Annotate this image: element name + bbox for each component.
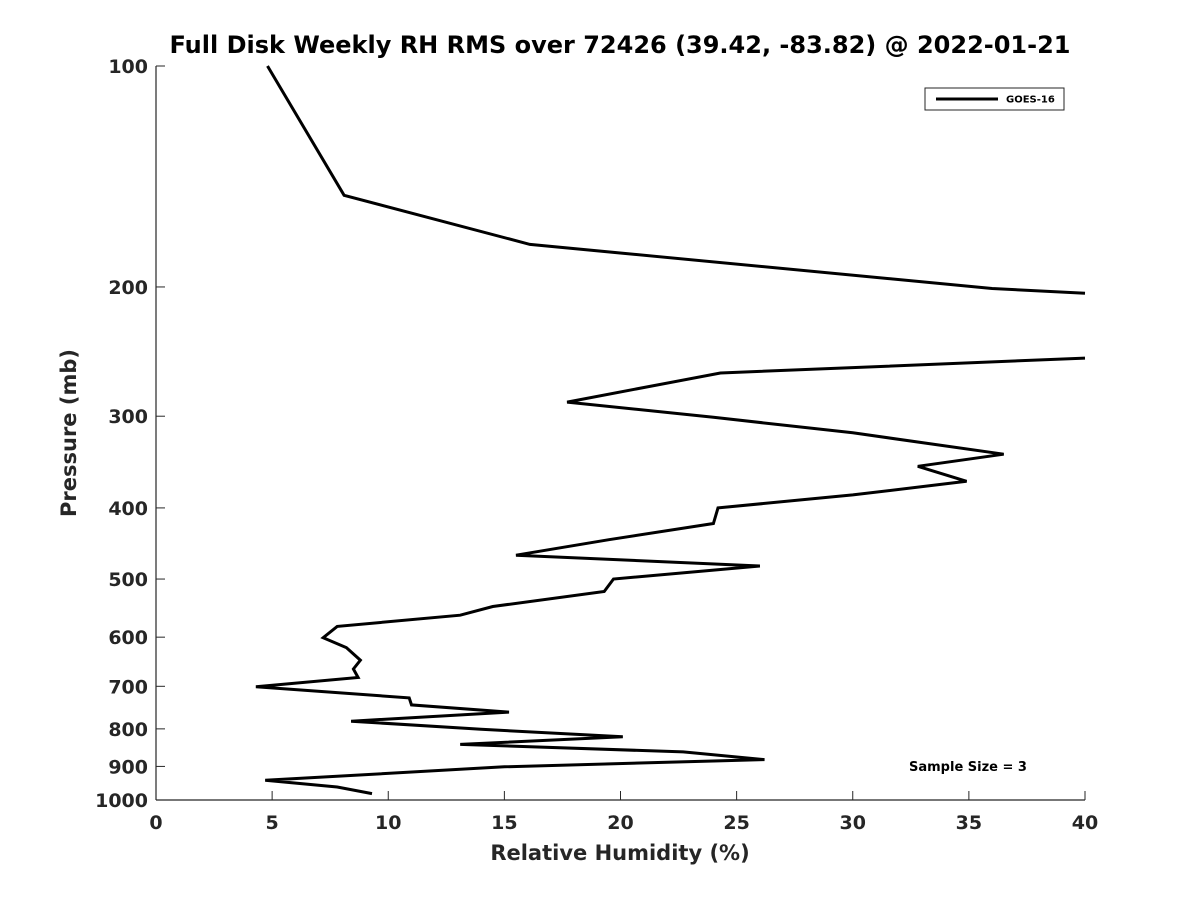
y-axis-ticks: 100 200 300 400 500 600 700 800 900 1000	[95, 56, 165, 812]
series-line-goes-16-segment-1	[266, 65, 1086, 295]
chart-title: Full Disk Weekly RH RMS over 72426 (39.4…	[169, 31, 1070, 59]
x-tick-label: 40	[1072, 812, 1098, 834]
x-tick-label: 35	[956, 812, 982, 834]
series-line-goes-16-segment-2	[255, 356, 1086, 796]
legend-label-goes-16: GOES-16	[1006, 95, 1055, 106]
plot-area: 0 5 10 15 20 25 30 35 40 100 200 300 400 500 600 700 80…	[95, 56, 1098, 834]
x-axis-ticks: 0 5 10 15 20 25 30 35 40	[149, 791, 1098, 834]
y-tick-label: 700	[108, 676, 148, 698]
y-tick-label: 1000	[95, 790, 148, 812]
x-tick-label: 10	[375, 812, 401, 834]
y-axis-label: Pressure (mb)	[57, 349, 81, 517]
sample-size-annotation: Sample Size = 3	[909, 760, 1027, 775]
x-axis-label: Relative Humidity (%)	[490, 841, 749, 865]
x-tick-label: 0	[149, 812, 162, 834]
y-tick-label: 100	[108, 56, 148, 78]
x-tick-label: 25	[723, 812, 749, 834]
y-tick-label: 200	[108, 277, 148, 299]
series-layer	[255, 65, 1086, 796]
y-tick-label: 500	[108, 569, 148, 591]
legend: GOES-16	[924, 87, 1065, 111]
y-tick-label: 600	[108, 627, 148, 649]
y-tick-label: 900	[108, 756, 148, 778]
y-tick-label: 400	[108, 498, 148, 520]
y-tick-label: 300	[108, 406, 148, 428]
x-tick-label: 20	[607, 812, 633, 834]
y-tick-label: 800	[108, 719, 148, 741]
x-tick-label: 15	[491, 812, 517, 834]
x-tick-label: 30	[840, 812, 866, 834]
x-tick-label: 5	[266, 812, 279, 834]
